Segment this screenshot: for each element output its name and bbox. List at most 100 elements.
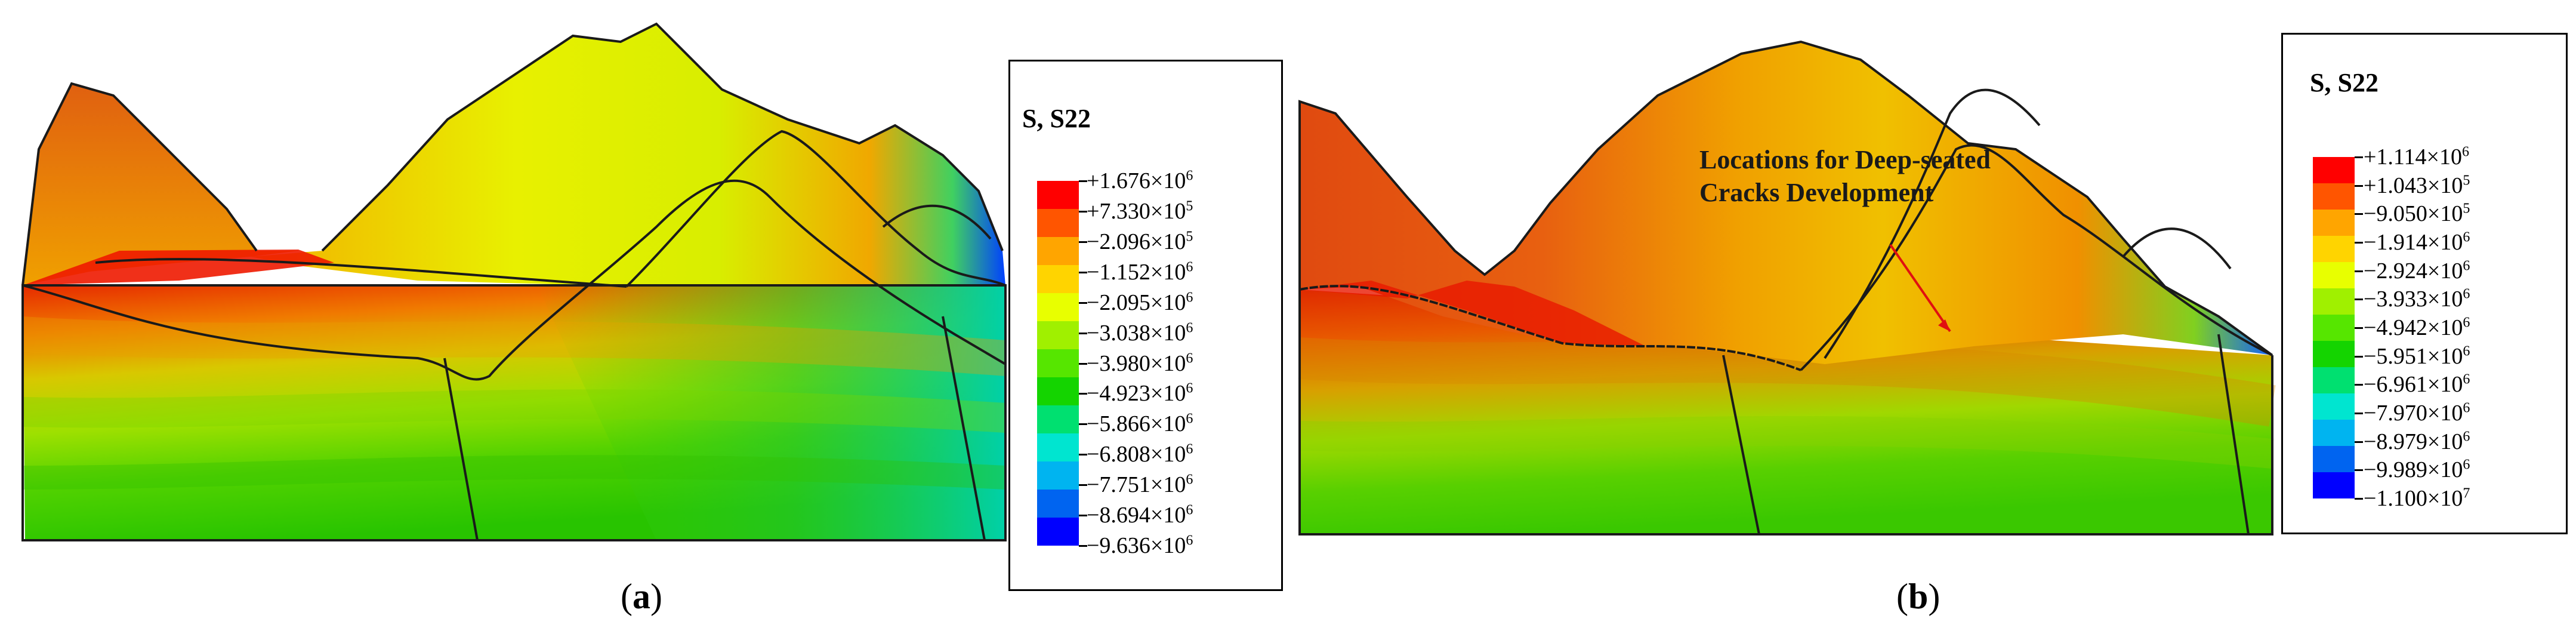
legend-swatch [1037,209,1079,237]
legend-swatch [2313,262,2355,288]
legend-swatch [2313,183,2355,210]
caption-a-letter: a [632,577,650,616]
annotation-line1: Locations for Deep-seated [1699,145,1991,174]
caption-b-open: ( [1896,577,1908,616]
main-mountain [251,24,1005,285]
legend-tick [2355,184,2363,187]
model-base-block-b [1300,290,2272,534]
legend-tick [1079,241,1087,243]
legend-value-label: +1.043×105 [2364,173,2470,198]
legend-value-label: −9.989×106 [2364,457,2470,483]
legend-value-label: −1.152×106 [1087,259,1193,285]
legend-tick [2355,213,2363,216]
legend-box-b: S, S22 +1.114×106 +1.043×105 −9.050×105 −1.… [2281,33,2568,534]
legend-tick [2355,441,2363,443]
legend-value-label: −2.924×106 [2364,258,2470,284]
legend-swatch [1037,377,1079,405]
legend-tick [1079,484,1087,487]
legend-swatch [2313,315,2355,341]
legend-tick [2355,298,2363,301]
legend-value-label: −1.914×106 [2364,229,2470,255]
legend-tick [1079,362,1087,365]
caption-b: (b) [1896,576,1940,617]
legend-swatch [1037,237,1079,265]
legend-swatches-a [1037,181,1079,546]
caption-a-close: ) [650,577,662,616]
legend-value-label: −3.980×106 [1087,350,1193,376]
legend-tick [1079,454,1087,456]
stress-contour-model-b [1298,40,2276,535]
legend-tick [2355,270,2363,272]
legend-box-a: S, S22 +1.676×106 +7.330×105 −2.096×105 −1.… [1008,60,1283,591]
legend-swatch [1037,349,1079,377]
legend-tick [2355,469,2363,472]
legend-swatch [2313,341,2355,367]
legend-value-label: −4.923×106 [1087,380,1193,407]
legend-tick [1079,393,1087,395]
legend-swatch [1037,321,1079,349]
legend-value-label: −9.050×105 [2364,201,2470,227]
legend-value-label: −8.979×106 [2364,429,2470,454]
legend-value-label: −9.636×106 [1087,533,1193,558]
legend-swatch [1037,405,1079,433]
legend-value-label: +7.330×105 [1087,198,1193,224]
legend-swatch [2313,288,2355,315]
legend-tick [1079,332,1087,334]
annotation-line2: Cracks Development [1699,178,1934,207]
legend-swatch [1037,293,1079,321]
panel-a: S, S22 +1.676×106 +7.330×105 −2.096×105 −1.… [21,22,1283,617]
legend-value-label: −5.866×106 [1087,411,1193,437]
legend-swatch [2313,236,2355,262]
legend-tick [2355,156,2363,158]
legend-value-label: −6.961×106 [2364,371,2470,398]
legend-value-label: +1.676×106 [1087,168,1193,193]
legend-tick [2355,327,2363,329]
legend-tick [2355,498,2363,500]
legend-swatch [2313,157,2355,183]
legend-swatch [2313,367,2355,393]
legend-value-label: −7.970×106 [2364,400,2470,426]
legend-value-label: −6.808×106 [1087,441,1193,467]
legend-swatch [2313,420,2355,446]
caption-b-close: ) [1928,577,1941,616]
legend-value-label: +1.114×106 [2364,144,2469,170]
legend-title-b: S, S22 [2310,68,2378,97]
caption-a-open: ( [621,577,633,616]
legend-value-label: −1.100×107 [2364,485,2470,511]
left-peak [23,84,298,285]
legend-swatch [1037,181,1079,209]
mountain-b [1300,42,2272,364]
legend-value-label: −4.942×106 [2364,315,2470,340]
legend-value-label: −3.038×106 [1087,319,1193,346]
legend-swatch [1037,461,1079,490]
legend-tick [2355,384,2363,386]
legend-swatch [1037,265,1079,293]
legend-value-label: −2.096×105 [1087,229,1193,254]
legend-tick [1079,210,1087,213]
legend-tick [1079,545,1087,547]
legend-swatch [2313,472,2355,498]
caption-a: (a) [621,576,662,617]
legend-swatch [1037,518,1079,546]
caption-b-letter: b [1908,577,1929,616]
legend-tick [1079,423,1087,426]
legend-swatch [2313,210,2355,236]
stress-contour-model-a [21,22,1007,541]
legend-value-label: −7.751×106 [1087,472,1193,498]
legend-value-label: −3.933×106 [2364,286,2470,312]
legend-tick [2355,413,2363,414]
legend-title-a: S, S22 [1022,104,1091,133]
legend-tick [1079,180,1087,182]
legend-swatch [2313,446,2355,472]
legend-tick [1079,301,1087,304]
legend-swatch [1037,433,1079,461]
legend-swatch [1037,490,1079,518]
legend-swatches-b [2313,157,2355,498]
crack-annotation: Locations for Deep-seated Cracks Develop… [1699,143,1991,209]
legend-value-label: −5.951×106 [2364,343,2470,369]
legend-swatch [2313,393,2355,420]
legend-value-label: −8.694×106 [1087,502,1193,528]
legend-tick [2355,242,2363,244]
panel-b: Locations for Deep-seated Cracks Develop… [1288,0,2576,634]
legend-tick [1079,515,1087,517]
